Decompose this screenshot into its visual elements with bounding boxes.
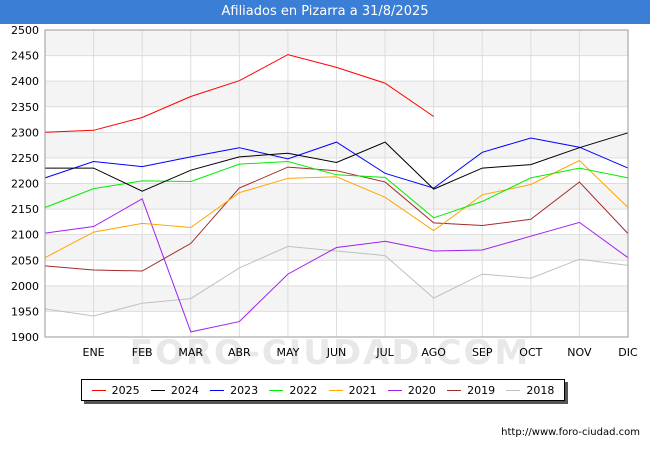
legend-label: 2023 [230,383,259,397]
plot-frame [44,29,629,338]
watermark: FORO-CIUDAD.COM [130,333,531,373]
x-tick-label: DIC [618,346,638,359]
legend-swatch [269,389,284,391]
series-line-2020 [44,198,629,333]
legend-item-2024: 2024 [150,383,199,397]
legend-label: 2019 [467,383,496,397]
y-tick-label: 2100 [11,229,39,242]
x-tick-label: JUL [375,346,394,359]
series-line-2024 [45,132,629,192]
legend-swatch [91,389,106,391]
series-line-2025 [44,54,434,133]
y-tick-label: 1950 [11,305,39,318]
x-tick-label: MAY [276,346,299,359]
legend-label: 2021 [348,383,377,397]
y-tick-label: 2500 [11,24,39,37]
x-tick-label: OCT [519,346,542,359]
y-tick-label: 2400 [11,75,39,88]
y-tick-label: 2050 [11,254,39,267]
x-tick-label: ENE [83,346,105,359]
source-url[interactable]: http://www.foro-ciudad.com [501,427,640,438]
legend-label: 2022 [289,383,318,397]
legend-swatch [506,389,521,391]
legend-item-2020: 2020 [387,383,436,397]
legend-swatch [387,389,402,391]
legend-label: 2018 [526,383,555,397]
y-tick-label: 2300 [11,126,39,139]
legend-item-2022: 2022 [269,384,317,397]
legend: 2025 2024 2023 2022 2021 2020 2019 2018 [81,379,565,401]
legend-item-2018: 2018 [506,384,554,397]
x-tick-label: AGO [421,346,446,359]
legend-label: 2025 [111,383,140,397]
y-tick-label: 2200 [11,178,39,191]
legend-item-2021: 2021 [328,383,377,397]
legend-swatch [150,389,165,391]
series-line-2022 [44,160,629,219]
x-tick-label: SEP [472,346,493,359]
legend-label: 2024 [170,383,199,397]
y-tick-label: 2450 [11,50,39,63]
x-tick-label: MAR [178,346,203,359]
y-tick-label: 1900 [11,331,39,344]
y-tick-label: 2350 [11,101,39,114]
legend-item-2023: 2023 [210,384,258,397]
x-tick-label: FEB [132,346,153,359]
legend-label: 2020 [407,383,436,397]
series-line-2019 [44,166,629,272]
y-tick-label: 2000 [11,280,39,293]
series-line-2023 [44,137,629,189]
x-tick-label: JUN [326,346,347,359]
legend-swatch [447,389,462,391]
legend-swatch [328,389,343,391]
x-tick-label: NOV [567,346,592,359]
series-line-2018 [44,245,629,317]
x-tick-label: ABR [228,346,251,359]
y-tick-label: 2150 [11,203,39,216]
chart-title: Afiliados en Pizarra a 31/8/2025 [0,0,650,24]
legend-swatch [210,389,225,391]
y-tick-label: 2250 [11,152,39,165]
legend-item-2019: 2019 [447,384,495,397]
series-line-2021 [44,159,629,259]
legend-item-2025: 2025 [91,383,140,397]
